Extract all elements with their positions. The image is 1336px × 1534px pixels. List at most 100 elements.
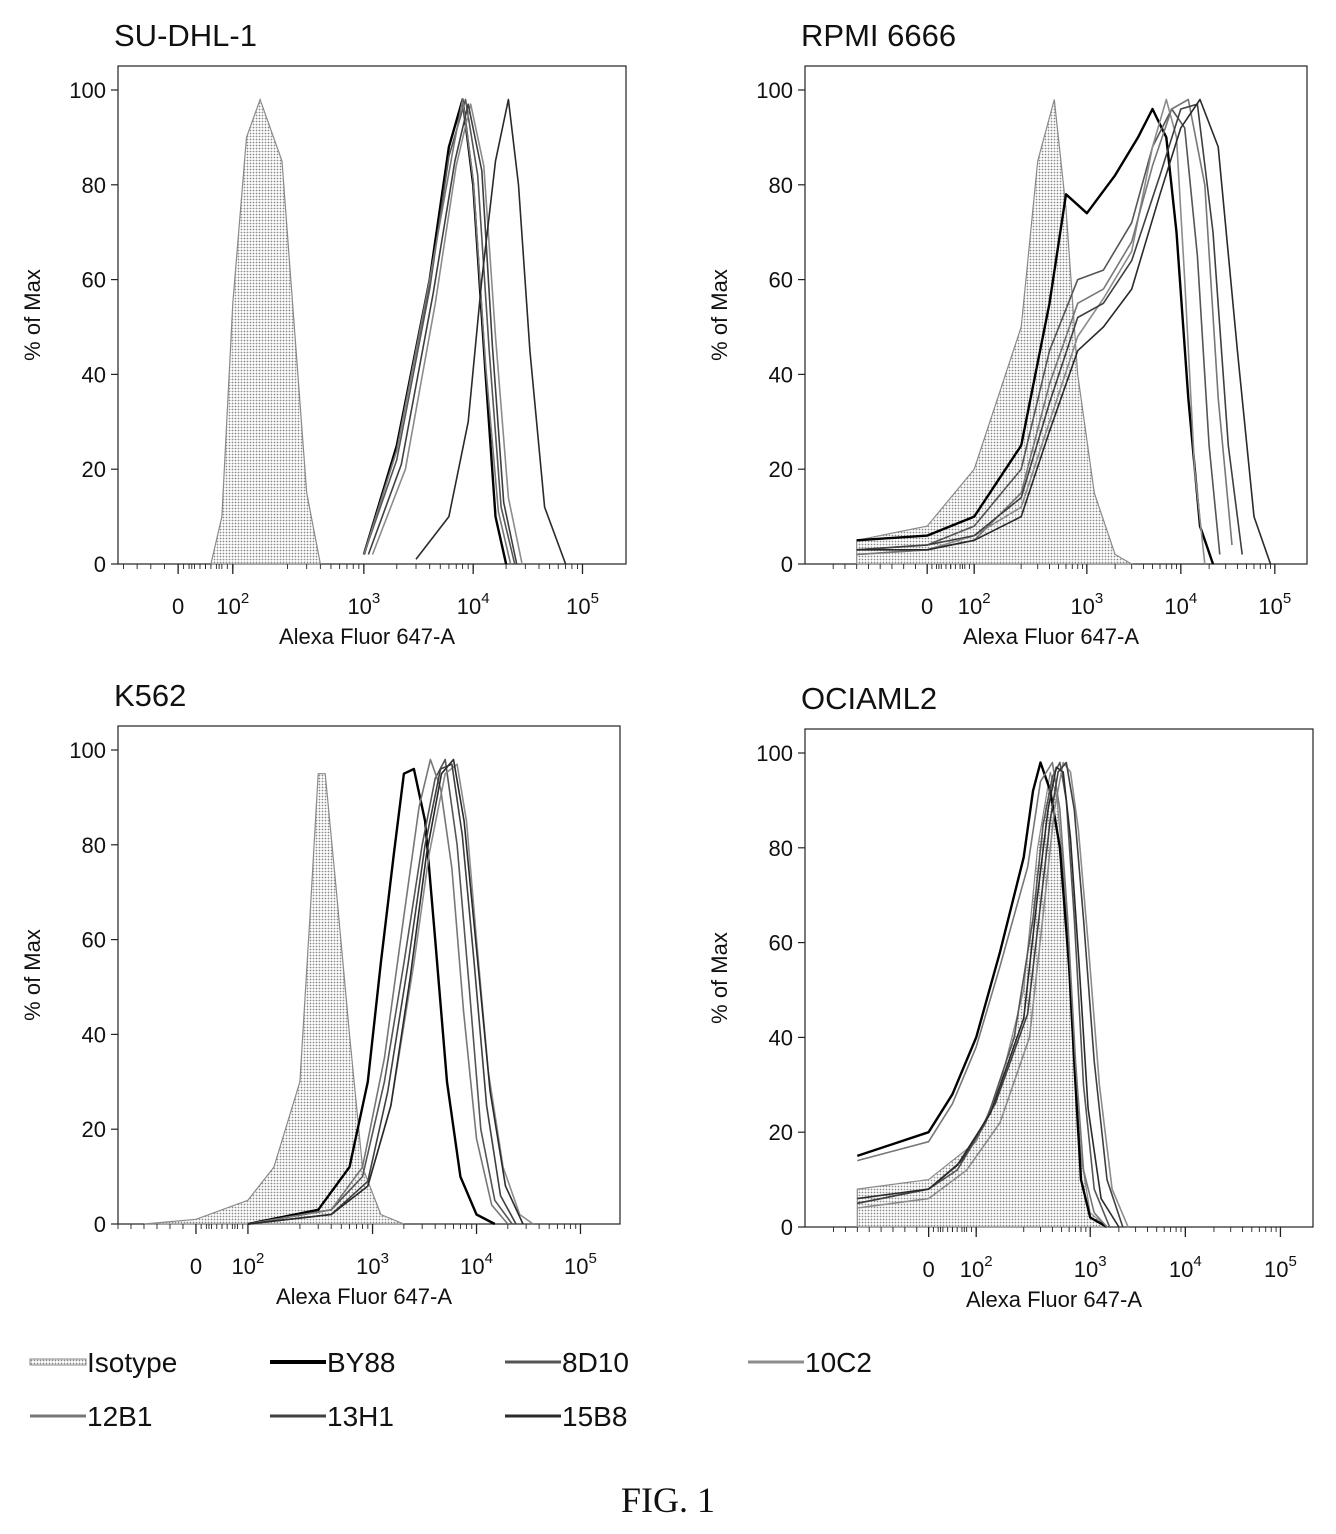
series-10c2-line (856, 98, 1206, 565)
y-tick-label: 40 (769, 362, 793, 387)
y-tick-label: 60 (82, 268, 106, 293)
panel-title: K562 (114, 678, 186, 713)
series-isotype-area (143, 773, 405, 1225)
y-tick-label: 40 (82, 1022, 106, 1047)
y-axis-label: % of Max (20, 269, 45, 361)
series-by88-line (856, 107, 1215, 565)
y-tick-label: 100 (69, 738, 106, 763)
legend-item: 15B8 (505, 1401, 627, 1432)
x-tick-label: 103 (1070, 590, 1103, 619)
series-10c2-line (857, 761, 1129, 1228)
legend: Isotype BY88 8D10 10C2 12B1 13H1 15B8 (29, 1347, 872, 1432)
y-tick-label: 100 (69, 78, 106, 103)
panel-title: OCIAML2 (801, 681, 937, 716)
legend-item: Isotype (29, 1347, 177, 1378)
y-tick-label: 0 (94, 552, 106, 577)
x-tick-label: 103 (356, 1250, 389, 1279)
histogram-panel: RPMI 6666 0 20 40 60 80 100 0 102 103 104 105 Alexa … (707, 18, 1308, 649)
series-8d10-line (247, 758, 513, 1225)
x-tick-label: 0 (172, 594, 184, 619)
x-tick-label: 105 (564, 1250, 597, 1279)
series-10c2-line (371, 103, 523, 565)
legend-label: 12B1 (87, 1401, 152, 1432)
x-tick-label: 0 (921, 594, 933, 619)
legend-item: 13H1 (270, 1401, 394, 1432)
x-axis-label: Alexa Fluor 647-A (276, 1284, 452, 1309)
plot-frame (117, 65, 627, 565)
legend-item: BY88 (270, 1347, 396, 1378)
x-tick-label: 104 (1164, 590, 1197, 619)
x-tick-label: 102 (960, 1253, 993, 1282)
legend-label: 8D10 (562, 1347, 629, 1378)
series-13h1-line (367, 103, 518, 565)
series-12b1-line (247, 758, 509, 1225)
x-tick-label: 105 (566, 590, 599, 619)
y-tick-label: 100 (756, 741, 793, 766)
x-tick-label: 104 (1169, 1253, 1202, 1282)
y-tick-label: 40 (769, 1025, 793, 1050)
y-tick-label: 20 (769, 457, 793, 482)
y-tick-label: 0 (781, 1215, 793, 1240)
series-isotype-area (856, 99, 1134, 565)
series-by88-line (247, 767, 496, 1226)
series-8d10-line (857, 761, 1111, 1228)
y-tick-label: 60 (82, 928, 106, 953)
series-by88-line (856, 761, 1108, 1229)
series-15b8-line (415, 98, 567, 565)
legend-label: BY88 (327, 1347, 396, 1378)
legend-swatch (29, 1358, 87, 1366)
series-12b1-line (856, 98, 1233, 556)
y-tick-label: 40 (82, 362, 106, 387)
histogram-panel: K562 0 20 40 60 80 100 0 102 103 104 105 Alexa Fluor… (20, 678, 621, 1309)
histogram-panel: OCIAML2 0 20 40 60 80 100 0 102 103 104 105 Alexa Fl… (707, 681, 1314, 1312)
series-15b8-line (856, 98, 1272, 565)
y-tick-label: 80 (769, 836, 793, 861)
x-tick-label: 104 (460, 1250, 493, 1279)
x-tick-label: 105 (1264, 1253, 1297, 1282)
histogram-panel: SU-DHL-1 0 20 40 60 80 100 0 102 103 104 105 Alexa F… (20, 18, 627, 649)
x-tick-label: 105 (1258, 590, 1291, 619)
series-13h1-line (247, 763, 517, 1225)
y-tick-label: 80 (82, 833, 106, 858)
legend-label: 10C2 (805, 1347, 872, 1378)
x-tick-label: 102 (958, 590, 991, 619)
y-tick-label: 0 (781, 552, 793, 577)
x-tick-label: 102 (216, 590, 249, 619)
panel-title: SU-DHL-1 (114, 18, 257, 53)
series-13h1-line (856, 103, 1243, 555)
y-tick-label: 80 (82, 173, 106, 198)
x-tick-label: 0 (923, 1257, 935, 1282)
y-tick-label: 60 (769, 268, 793, 293)
legend-label: 13H1 (327, 1401, 394, 1432)
series-15b8-line (247, 758, 524, 1225)
y-axis-label: % of Max (707, 932, 732, 1024)
x-axis-label: Alexa Fluor 647-A (279, 624, 455, 649)
legend-item: 12B1 (30, 1401, 152, 1432)
legend-label: 15B8 (562, 1401, 627, 1432)
series-8d10-line (363, 98, 516, 565)
y-tick-label: 20 (82, 457, 106, 482)
figure-caption: FIG. 1 (621, 1480, 715, 1520)
x-tick-label: 103 (1074, 1253, 1107, 1282)
legend-item: 8D10 (505, 1347, 629, 1378)
x-tick-label: 103 (347, 590, 380, 619)
panel-title: RPMI 6666 (801, 18, 956, 53)
x-tick-label: 102 (232, 1250, 265, 1279)
series-12b1-line (363, 98, 512, 565)
legend-item: 10C2 (748, 1347, 872, 1378)
series-8d10-line (856, 108, 1221, 555)
x-axis-label: Alexa Fluor 647-A (966, 1287, 1142, 1312)
legend-label: Isotype (87, 1347, 177, 1378)
x-tick-label: 104 (457, 590, 490, 619)
series-13h1-line (857, 761, 1124, 1228)
y-axis-label: % of Max (20, 929, 45, 1021)
y-tick-label: 20 (769, 1120, 793, 1145)
y-axis-label: % of Max (707, 269, 732, 361)
y-tick-label: 20 (82, 1117, 106, 1142)
y-tick-label: 0 (94, 1212, 106, 1237)
x-tick-label: 0 (190, 1254, 202, 1279)
y-tick-label: 100 (756, 78, 793, 103)
x-axis-label: Alexa Fluor 647-A (963, 624, 1139, 649)
series-15b8-line (857, 766, 1120, 1228)
